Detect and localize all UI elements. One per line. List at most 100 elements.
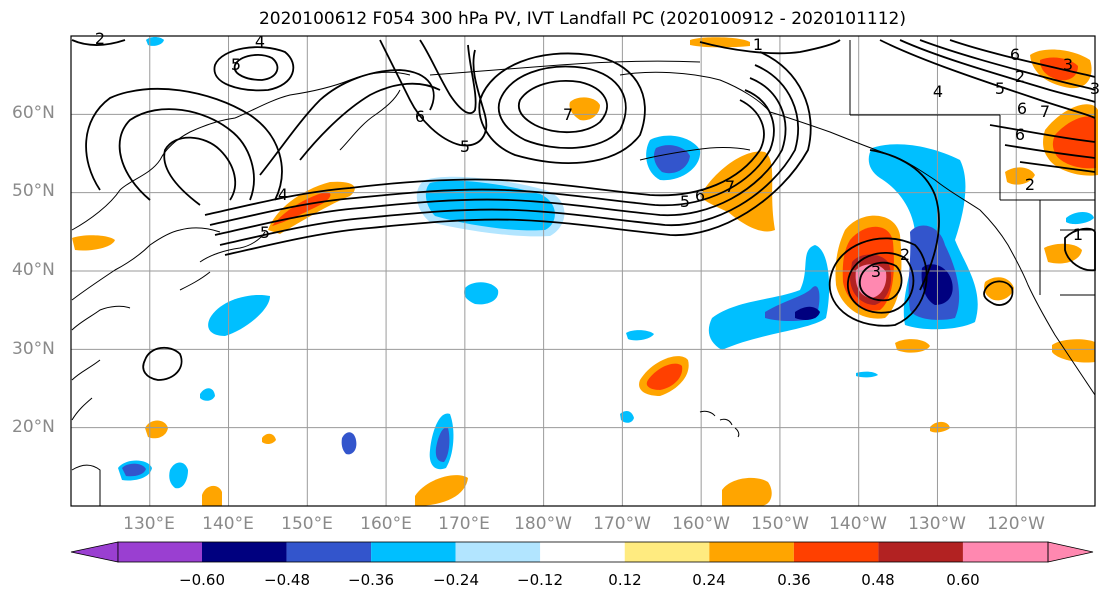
colorbar-tick: −0.48 — [264, 571, 310, 589]
pc-blob-positive — [700, 151, 775, 232]
colorbar-tick: 0.12 — [608, 571, 642, 589]
contour-label: 6 — [695, 186, 705, 205]
pc-blob-negative — [208, 294, 270, 336]
contour-label: 6 — [1017, 99, 1027, 118]
pc-blob-negative — [708, 245, 830, 350]
colorbar-segment — [118, 542, 202, 562]
pc-blob-positive — [262, 433, 276, 445]
lat-label-40n: 40°N — [12, 260, 55, 280]
lon-label-120w: 120°W — [987, 514, 1045, 534]
colorbar-segments — [70, 541, 1094, 563]
lon-label-130w: 130°W — [908, 514, 966, 534]
contour-label: 5 — [995, 79, 1005, 98]
colorbar-tick: 0.36 — [777, 571, 811, 589]
lon-label-140e: 140°E — [202, 514, 254, 534]
contour-label: 7 — [1040, 102, 1050, 121]
lon-label-160e: 160°E — [360, 514, 412, 534]
pc-blob-negative — [122, 463, 146, 477]
pc-blob-positive — [202, 485, 222, 506]
pc-blob-negative — [620, 410, 634, 423]
pc-blob-positive — [930, 421, 950, 433]
pc-blob-positive — [272, 192, 331, 226]
contour-label: 5 — [460, 137, 470, 156]
contour-label: 1 — [753, 35, 763, 54]
colorbar-segment — [202, 542, 287, 562]
colorbar-extend-low — [70, 541, 119, 563]
colorbar-tick: 0.24 — [692, 571, 726, 589]
contour-label: 5 — [680, 192, 690, 211]
pc-blob-positive — [1052, 339, 1095, 363]
colorbar-segment — [709, 542, 794, 562]
lon-label-150e: 150°E — [281, 514, 333, 534]
contour-label: 1 — [1073, 225, 1083, 244]
map-frame — [70, 35, 1096, 507]
colorbar-segment — [878, 542, 963, 562]
lon-label-160w: 160°W — [672, 514, 730, 534]
contour-label: 2 — [95, 29, 105, 48]
coastlines — [71, 40, 1096, 506]
colorbar-segment — [540, 542, 625, 562]
pc-blob-negative — [795, 306, 820, 320]
pc-blob-positive — [1052, 116, 1096, 169]
contour-label: 3 — [871, 262, 881, 281]
contour-label: 6 — [415, 107, 425, 126]
colorbar-segment — [286, 542, 372, 562]
lon-label-170e: 170°E — [438, 514, 490, 534]
contour-label: 5 — [231, 55, 241, 74]
pc-blob-negative — [425, 180, 555, 231]
colorbar-outline — [117, 541, 1049, 563]
colorbar-extend-high — [1047, 541, 1094, 563]
colorbar-tick: 0.48 — [861, 571, 895, 589]
pc-blob-negative — [169, 462, 188, 489]
lon-label-180w: 180°W — [514, 514, 572, 534]
lon-label-170w: 170°W — [593, 514, 651, 534]
colorbar-tick: 0.60 — [946, 571, 980, 589]
pc-blob-positive — [72, 235, 115, 251]
pc-blob-negative — [146, 37, 164, 46]
map-title: 2020100612 F054 300 hPa PV, IVT Landfall… — [258, 9, 906, 29]
pc-blob-positive — [145, 420, 168, 439]
colorbar-segment — [962, 542, 1048, 562]
pc-blob-negative — [1066, 212, 1094, 225]
lat-label-50n: 50°N — [12, 181, 55, 201]
pc-blob-positive — [1044, 243, 1082, 264]
pv-contours — [71, 39, 1096, 381]
lon-label-130e: 130°E — [123, 514, 175, 534]
lon-label-150w: 150°W — [751, 514, 809, 534]
pc-blob-positive — [569, 97, 600, 121]
colorbar-tick: −0.60 — [179, 571, 225, 589]
pc-blob-positive — [1005, 167, 1035, 185]
contour-label: 7 — [563, 105, 573, 124]
lon-label-140w: 140°W — [829, 514, 887, 534]
colorbar — [70, 541, 1094, 563]
contour-label: 2 — [900, 245, 910, 264]
pc-blob-positive — [722, 477, 772, 506]
pc-blob-positive — [895, 339, 930, 353]
contour-label: 3 — [1063, 55, 1073, 74]
pc-blob-negative — [464, 282, 499, 305]
pc-blob-negative — [435, 427, 450, 462]
pc-blob-negative — [341, 432, 357, 455]
pc-blob-negative — [856, 371, 878, 378]
colorbar-segment — [624, 542, 710, 562]
contour-label: 2 — [1025, 175, 1035, 194]
pc-blob-positive — [646, 363, 683, 390]
pc-blob-negative — [626, 330, 654, 341]
contour-label: 6 — [1015, 125, 1025, 144]
pc-blob-positive — [415, 475, 468, 506]
colorbar-tick: −0.12 — [517, 571, 563, 589]
colorbar-segment — [793, 542, 879, 562]
colorbar-tick: −0.36 — [348, 571, 394, 589]
colorbar-segment — [371, 542, 456, 562]
contour-label: 4 — [255, 32, 265, 51]
contour-label: 6 — [1010, 45, 1020, 64]
contour-label: 2 — [1015, 67, 1025, 86]
contour-label: 7 — [725, 177, 735, 196]
colorbar-tick: −0.24 — [433, 571, 479, 589]
pc-blob-negative — [200, 388, 215, 401]
contour-label: 4 — [278, 185, 288, 204]
contour-label: 5 — [260, 223, 270, 242]
lat-label-60n: 60°N — [12, 103, 55, 123]
